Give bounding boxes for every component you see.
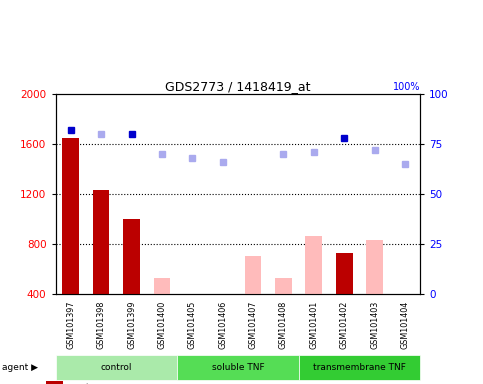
Text: GSM101397: GSM101397: [66, 300, 75, 349]
Bar: [154, 278, 170, 294]
FancyBboxPatch shape: [56, 355, 177, 380]
Bar: [336, 253, 353, 294]
Bar: [275, 278, 292, 294]
Bar: [305, 237, 322, 294]
Text: count: count: [65, 383, 89, 384]
Text: soluble TNF: soluble TNF: [212, 363, 264, 372]
Bar: [93, 190, 110, 294]
Text: transmembrane TNF: transmembrane TNF: [313, 363, 406, 372]
Bar: [245, 257, 261, 294]
Text: GSM101404: GSM101404: [400, 300, 410, 349]
Text: GSM101402: GSM101402: [340, 300, 349, 349]
Text: GSM101405: GSM101405: [188, 300, 197, 349]
Text: GSM101399: GSM101399: [127, 300, 136, 349]
Text: GSM101407: GSM101407: [249, 300, 257, 349]
Text: GSM101408: GSM101408: [279, 300, 288, 349]
Text: GSM101406: GSM101406: [218, 300, 227, 349]
FancyBboxPatch shape: [177, 355, 298, 380]
Text: control: control: [100, 363, 132, 372]
Title: GDS2773 / 1418419_at: GDS2773 / 1418419_at: [165, 80, 311, 93]
Bar: [62, 138, 79, 294]
Text: GSM101403: GSM101403: [370, 300, 379, 349]
Bar: [123, 219, 140, 294]
Text: GSM101400: GSM101400: [157, 300, 167, 349]
Bar: [366, 240, 383, 294]
Text: GSM101401: GSM101401: [309, 300, 318, 349]
Text: agent ▶: agent ▶: [2, 363, 39, 372]
Text: 100%: 100%: [393, 82, 420, 92]
Bar: [184, 294, 200, 296]
Text: GSM101398: GSM101398: [97, 300, 106, 349]
FancyBboxPatch shape: [298, 355, 420, 380]
